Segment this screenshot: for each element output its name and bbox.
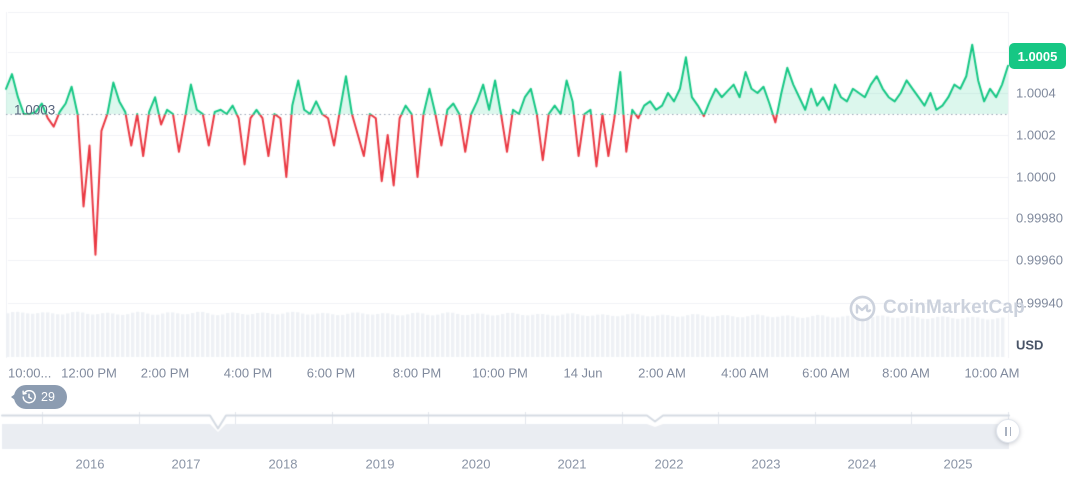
x-axis-label: 8:00 PM xyxy=(392,365,442,381)
watermark-text: CoinMarketCap xyxy=(883,297,1025,318)
navigator-year-label: 2017 xyxy=(171,456,201,472)
y-axis-label: 0.99980 xyxy=(1016,210,1063,226)
y-axis-label: 0.99940 xyxy=(1016,295,1063,311)
navigator-year-label: 2022 xyxy=(654,456,684,472)
navigator-right-handle[interactable] xyxy=(996,419,1020,443)
x-axis-label: 14 Jun xyxy=(563,365,603,381)
navigator-year-label: 2018 xyxy=(268,456,298,472)
x-axis-label: 2:00 AM xyxy=(638,365,686,381)
last-price-badge: 1.0005 xyxy=(1009,43,1066,69)
x-axis-label: 6:00 AM xyxy=(802,365,850,381)
y-axis-label: 1.0000 xyxy=(1016,169,1056,185)
navigator-year-label: 2025 xyxy=(943,456,973,472)
navigator-year-label: 2024 xyxy=(847,456,877,472)
history-clock-icon xyxy=(22,390,36,404)
y-axis-label: 1.0004 xyxy=(1016,85,1056,101)
x-axis-label: 4:00 PM xyxy=(223,365,273,381)
coinmarketcap-logo-icon xyxy=(849,295,876,321)
y-axis-label: 1.0002 xyxy=(1016,127,1056,143)
x-axis-label: 2:00 PM xyxy=(140,365,190,381)
coinmarketcap-watermark: CoinMarketCap xyxy=(849,294,1025,322)
y-axis-unit-label: USD xyxy=(1016,337,1044,353)
navigator-year-label: 2016 xyxy=(75,456,105,472)
navigator-year-label: 2019 xyxy=(365,456,395,472)
navigator-year-label: 2023 xyxy=(751,456,781,472)
baseline-price-label: 1.0003 xyxy=(14,102,56,118)
timeline-navigator[interactable] xyxy=(2,412,1008,450)
x-axis-label: 10:00 AM xyxy=(964,365,1020,381)
x-axis-label: 6:00 PM xyxy=(306,365,356,381)
navigator-year-label: 2020 xyxy=(461,456,491,472)
history-badge-count: 29 xyxy=(41,390,55,404)
navigator-year-label: 2021 xyxy=(557,456,587,472)
x-axis-label: 8:00 AM xyxy=(882,365,930,381)
history-badge[interactable]: 29 xyxy=(11,385,67,409)
y-axis-label: 0.99960 xyxy=(1016,252,1063,268)
x-axis-label: 4:00 AM xyxy=(721,365,769,381)
x-axis-label: 10:00 PM xyxy=(472,365,528,381)
x-axis-label: 10:00... xyxy=(8,365,52,381)
x-axis-label: 12:00 PM xyxy=(61,365,117,381)
